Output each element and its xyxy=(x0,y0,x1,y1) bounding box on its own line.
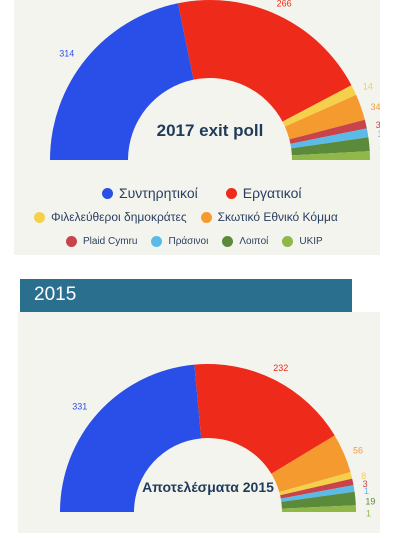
banner-year: 2015 xyxy=(34,284,77,305)
chart-title: 2017 exit poll xyxy=(157,121,264,140)
legend-label: Φιλελεύθεροι δημοκράτες xyxy=(51,210,187,224)
legend-label: Συντηρητικοί xyxy=(119,185,198,201)
slice-others xyxy=(291,137,370,156)
value-label-conservatives: 331 xyxy=(72,402,87,412)
legend-label: Εργατικοί xyxy=(242,185,302,201)
slice-greens xyxy=(280,485,355,502)
legend-item-labour: Εργατικοί xyxy=(225,185,302,201)
value-label-others: 19 xyxy=(365,497,375,507)
slice-conservatives xyxy=(50,3,194,161)
results-2015-panel: 331 232 56 8 3 1 19 1 Αποτελέσματα 2015 xyxy=(18,312,380,533)
legend-swatch xyxy=(66,236,77,247)
slice-labour xyxy=(177,0,352,122)
slice-snp xyxy=(284,94,365,140)
legend-row: Plaid Cymru Πράσινοι Λοιποί UKIP xyxy=(66,236,323,247)
legend-label: Σκωτικό Εθνικό Κόμμα xyxy=(217,210,338,224)
value-label-snp: 56 xyxy=(353,445,363,455)
legend-row: Φιλελεύθεροι δημοκράτες Σκωτικό Εθνικό Κό… xyxy=(34,210,338,224)
legend-item-snp: Σκωτικό Εθνικό Κόμμα xyxy=(200,210,338,224)
legend-swatch xyxy=(151,236,163,247)
slice-plaid xyxy=(289,119,367,144)
slice-ukip xyxy=(281,505,356,512)
value-label-labour: 232 xyxy=(273,363,288,373)
exit-poll-chart: 3142661434311802017 exit poll xyxy=(50,0,380,165)
legend-swatch xyxy=(200,211,212,223)
slice-ukip xyxy=(291,151,370,160)
chart-title: Αποτελέσματα 2015 xyxy=(142,479,274,495)
legend-label: Λοιποί xyxy=(239,236,269,247)
legend-swatch xyxy=(34,211,45,223)
exit-poll-panel: 3142661434311802017 exit poll Συντηρητικ… xyxy=(14,0,380,255)
slice-others xyxy=(281,491,356,509)
legend-label: Πράσινοι xyxy=(168,236,209,247)
legend-item-conservatives: Συντηρητικοί xyxy=(102,185,198,201)
legend-row: Συντηρητικοί Εργατικοί xyxy=(102,185,302,201)
value-label-others: 18 xyxy=(379,141,380,151)
value-label-greens: 1 xyxy=(378,129,380,139)
legend-label: UKIP xyxy=(299,236,323,247)
legend-swatch xyxy=(225,187,237,199)
value-label-labour: 266 xyxy=(277,0,292,8)
slice-libdem xyxy=(279,472,353,496)
slice-libdem xyxy=(282,85,357,127)
legend-swatch xyxy=(282,236,294,247)
slice-plaid xyxy=(280,478,354,499)
slice-greens xyxy=(290,128,369,149)
value-label-ukip: 1 xyxy=(366,508,371,518)
slice-labour xyxy=(194,364,335,474)
legend-item-libdem: Φιλελεύθεροι δημοκράτες xyxy=(34,210,187,224)
legend-item-greens: Πράσινοι xyxy=(151,236,208,247)
slice-conservatives xyxy=(60,364,202,512)
slice-snp xyxy=(271,435,351,493)
legend-item-ukip: UKIP xyxy=(282,236,323,247)
value-label-libdem: 14 xyxy=(363,82,373,92)
value-label-conservatives: 314 xyxy=(59,48,74,58)
legend-label: Plaid Cymru xyxy=(83,236,138,247)
legend-swatch xyxy=(102,187,113,199)
value-label-libdem: 8 xyxy=(361,471,366,481)
legend-swatch xyxy=(222,236,234,247)
year-banner: 2015 xyxy=(20,279,352,312)
legend-item-plaid: Plaid Cymru xyxy=(66,236,137,247)
legend-item-others: Λοιποί xyxy=(222,236,268,247)
value-label-greens: 1 xyxy=(364,486,369,496)
value-label-plaid: 3 xyxy=(376,120,380,130)
value-label-plaid: 3 xyxy=(363,479,368,489)
value-label-snp: 34 xyxy=(370,102,380,112)
